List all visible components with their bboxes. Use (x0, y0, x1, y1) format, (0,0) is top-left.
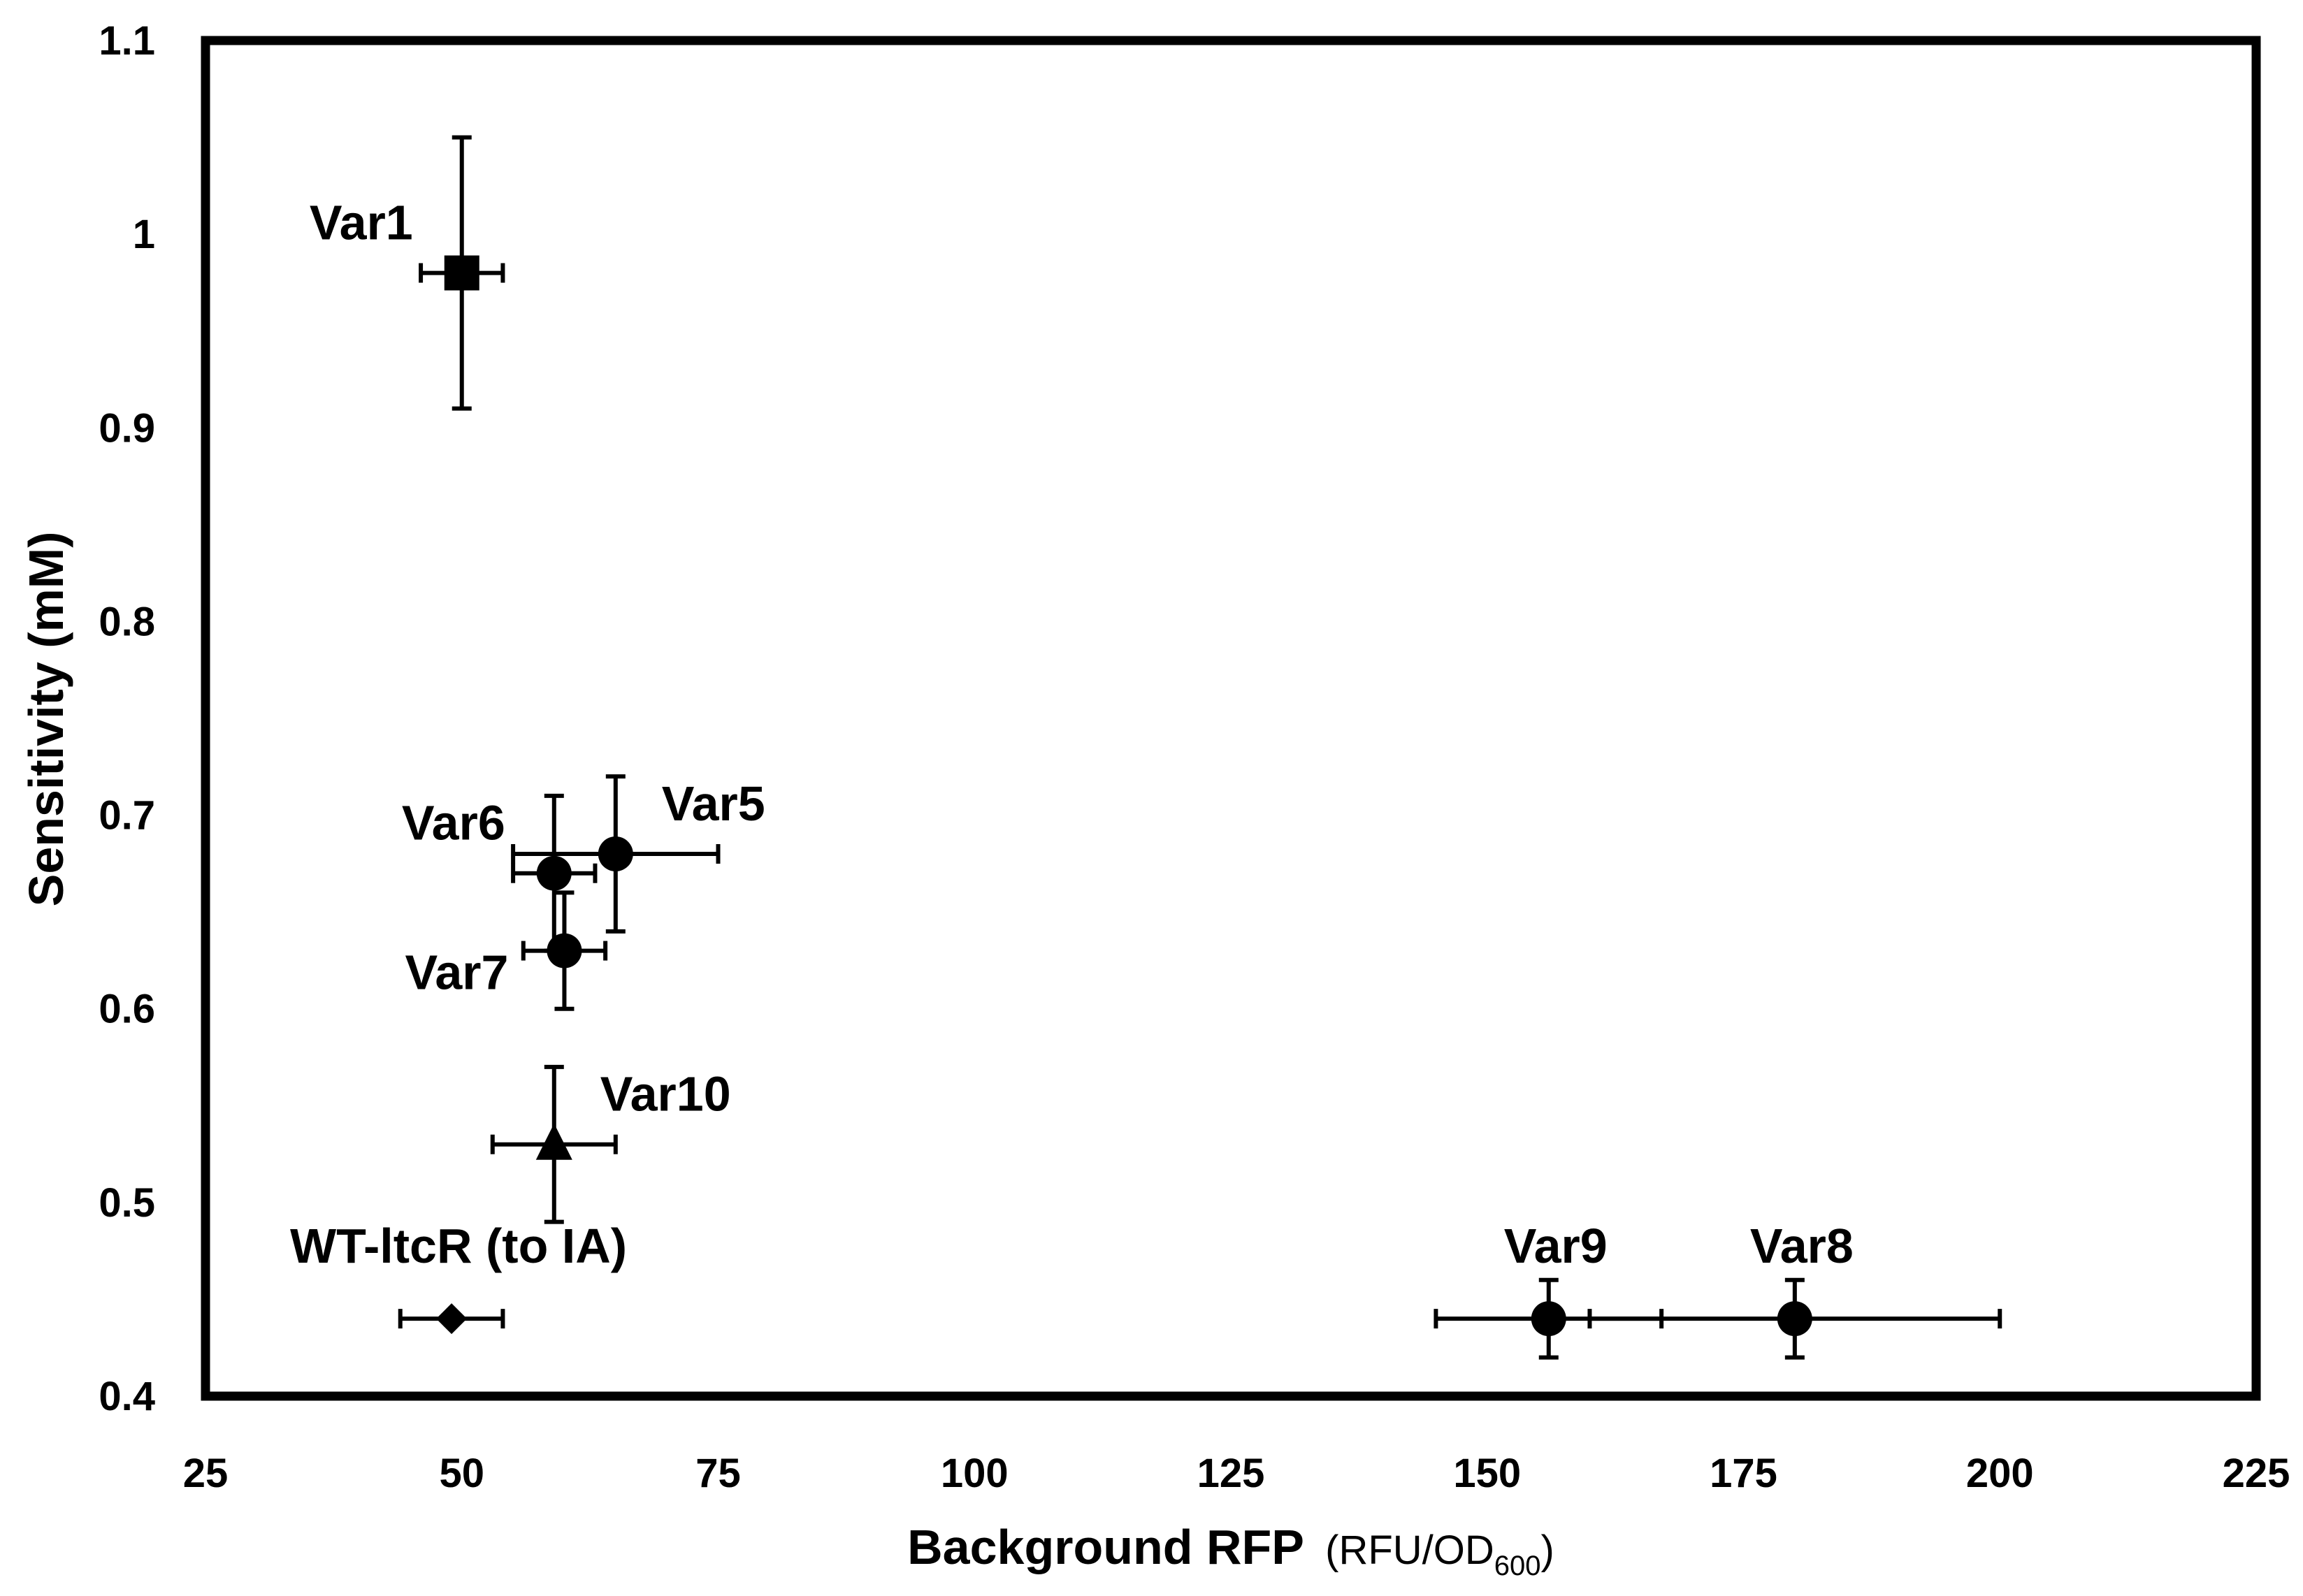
point-label-var6: Var6 (402, 796, 505, 850)
marker-var9 (1531, 1301, 1566, 1337)
point-label-wt-ltcr-to-ia: WT-ltcR (to IA) (290, 1219, 627, 1273)
y-tick-label-0-5: 0.5 (99, 1180, 155, 1226)
x-axis-unit-subscript: 600 (1494, 1551, 1541, 1581)
x-tick-labels: 25 50 75 100 125 150 175 200 225 (183, 1451, 2290, 1496)
marker-var10 (535, 1123, 572, 1160)
marker-var6 (536, 855, 572, 891)
x-tick-label-25: 25 (183, 1451, 229, 1496)
point-label-var1: Var1 (310, 196, 413, 250)
y-tick-label-0-7: 0.7 (99, 793, 155, 839)
y-tick-labels: 0.4 0.5 0.6 0.7 0.8 0.9 1 1.1 (99, 18, 155, 1419)
x-tick-label-175: 175 (1710, 1451, 1777, 1496)
x-tick-label-50: 50 (439, 1451, 484, 1496)
x-tick-label-225: 225 (2223, 1451, 2290, 1496)
x-tick-label-150: 150 (1453, 1451, 1521, 1496)
data-markers (436, 255, 1812, 1337)
x-tick-label-125: 125 (1197, 1451, 1265, 1496)
point-label-var7: Var7 (405, 945, 509, 1000)
y-tick-label-1-1: 1.1 (99, 18, 155, 64)
point-label-var10: Var10 (600, 1067, 731, 1122)
x-tick-label-75: 75 (695, 1451, 741, 1496)
marker-var8 (1777, 1301, 1812, 1337)
point-label-var8: Var8 (1750, 1219, 1854, 1273)
y-axis-title: Sensitivity (mM) (19, 532, 73, 907)
point-label-var9: Var9 (1504, 1219, 1608, 1273)
marker-wt-ltcr-to-ia (436, 1303, 468, 1335)
point-label-var5: Var5 (662, 776, 765, 831)
y-tick-label-1: 1 (133, 212, 155, 257)
x-axis-unit-close: ) (1541, 1528, 1554, 1573)
x-tick-label-100: 100 (941, 1451, 1009, 1496)
y-tick-label-0-9: 0.9 (99, 405, 155, 451)
marker-var5 (598, 836, 633, 871)
x-axis-title-main: Background RFP (907, 1520, 1304, 1574)
plot-area-frame (201, 36, 2261, 1401)
x-axis-unit: (RFU/OD (1325, 1528, 1494, 1573)
x-tick-label-200: 200 (1966, 1451, 2034, 1496)
y-tick-label-0-4: 0.4 (99, 1374, 155, 1419)
y-tick-label-0-6: 0.6 (99, 987, 155, 1032)
marker-var7 (547, 933, 582, 969)
point-labels: Var1 Var5 Var6 Var7 Var10 WT-ltcR (to IA) Var9… (290, 196, 1854, 1274)
error-bars (398, 135, 2002, 1360)
x-axis-title: Background RFP (RFU/OD600) (907, 1520, 1554, 1581)
marker-var1 (444, 255, 479, 291)
y-tick-label-0-8: 0.8 (99, 599, 155, 644)
